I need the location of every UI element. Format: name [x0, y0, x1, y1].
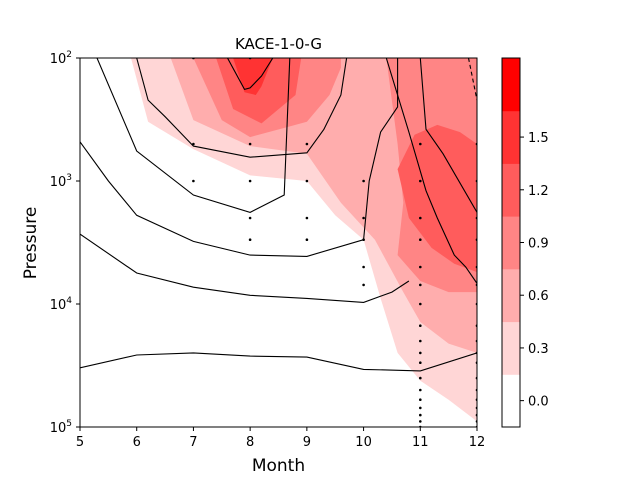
- marker-point-8: [305, 142, 309, 146]
- marker-point-28: [419, 376, 422, 380]
- x-tick-label-5: 10: [355, 435, 372, 450]
- marker-point-31: [419, 406, 422, 410]
- y-tick-label-2: 104: [50, 296, 73, 313]
- x-tick-label-7: 12: [469, 435, 486, 450]
- filled-region-4: [216, 58, 302, 124]
- marker-point-17: [419, 142, 422, 146]
- contour-line-4: [227, 58, 274, 91]
- colorbar-band-4: [502, 163, 520, 217]
- contour-line-6: [419, 58, 477, 213]
- x-tick-label-3: 8: [246, 435, 254, 450]
- marker-point-23: [419, 302, 422, 306]
- x-axis-ticks: 5 6 7 8 9 10 11 12: [76, 427, 485, 450]
- y-tick-label-1: 103: [50, 173, 72, 190]
- y-axis-label: Pressure: [21, 207, 41, 280]
- colorbar-band-6: [502, 58, 520, 112]
- marker-point-6: [248, 216, 252, 220]
- marker-point-20: [419, 238, 422, 241]
- marker-point-4: [248, 142, 252, 146]
- colorbar-tick-label-1: 0.3: [528, 342, 549, 357]
- colorbar-band-5: [502, 110, 520, 164]
- marker-point-32: [419, 413, 422, 417]
- marker-point-15: [362, 265, 365, 269]
- marker-point-2: [192, 179, 195, 183]
- y-tick-label-3: 105: [50, 419, 72, 436]
- marker-point-30: [419, 398, 422, 402]
- contour-line-2: [80, 58, 399, 257]
- colorbar-tick-label-0: 0.0: [528, 395, 549, 410]
- x-tick-label-4: 9: [303, 435, 311, 450]
- contour-line-0: [80, 352, 477, 372]
- marker-point-12: [362, 179, 365, 183]
- marker-point-18: [419, 179, 422, 183]
- x-tick-label-2: 7: [189, 435, 197, 450]
- filled-contours: [131, 58, 477, 422]
- x-tick-label-1: 6: [133, 435, 141, 450]
- marker-point-27: [419, 361, 422, 365]
- chart-title: KACE-1-0-G: [235, 35, 322, 53]
- marker-point-10: [305, 216, 309, 220]
- contour-line-3: [136, 58, 348, 158]
- marker-point-14: [362, 238, 365, 241]
- colorbar-band-0: [502, 374, 520, 428]
- x-tick-label-6: 11: [412, 435, 429, 450]
- colorbar-band-3: [502, 216, 520, 270]
- colorbar-tick-label-4: 1.2: [528, 184, 549, 199]
- marker-point-13: [362, 216, 365, 220]
- contour-line-7: [96, 58, 291, 213]
- colorbar-tick-label-3: 0.9: [528, 237, 549, 252]
- marker-point-22: [419, 283, 422, 287]
- contour-line-8: [467, 58, 477, 101]
- marker-point-1: [192, 142, 195, 146]
- marker-point-9: [305, 179, 309, 183]
- marker-point-33: [419, 420, 422, 423]
- contour-line-1: [80, 233, 410, 303]
- colorbar: 0.0 0.3 0.6 0.9 1.2 1.5: [501, 57, 549, 428]
- marker-point-11: [305, 238, 309, 241]
- marker-point-19: [419, 216, 422, 220]
- colorbar-band-1: [502, 321, 520, 375]
- marker-point-29: [419, 388, 422, 392]
- marker-point-24: [419, 324, 422, 328]
- marker-point-25: [419, 339, 422, 343]
- x-tick-label-0: 5: [76, 435, 84, 450]
- colorbar-band-2: [502, 268, 520, 323]
- colorbar-tick-label-2: 0.6: [528, 289, 549, 304]
- y-tick-label-0: 102: [50, 50, 72, 67]
- x-axis-label: Month: [252, 456, 305, 476]
- marker-point-5: [248, 179, 252, 183]
- contour-lines: [80, 58, 477, 372]
- marker-point-7: [248, 238, 252, 241]
- plot-frame: [79, 57, 478, 428]
- colorbar-tick-label-5: 1.5: [528, 131, 549, 146]
- marker-point-21: [419, 265, 422, 269]
- y-axis-ticks: 102 103 104 105: [50, 50, 80, 436]
- marker-point-26: [419, 351, 422, 355]
- marker-point-16: [362, 283, 365, 287]
- contour-line-5: [385, 58, 477, 284]
